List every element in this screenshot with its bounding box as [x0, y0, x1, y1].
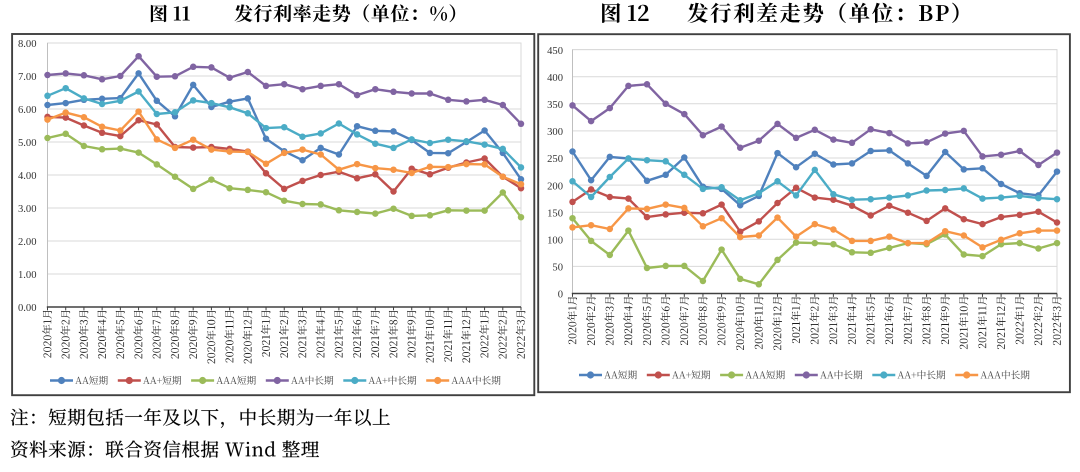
svg-text:7.00: 7.00 [18, 72, 37, 83]
svg-text:2.00: 2.00 [18, 237, 37, 248]
svg-text:6.00: 6.00 [18, 105, 37, 116]
svg-text:50: 50 [552, 263, 563, 274]
svg-text:4.00: 4.00 [18, 171, 37, 182]
svg-text:0: 0 [558, 290, 563, 301]
svg-text:8.00: 8.00 [18, 39, 37, 50]
svg-text:200: 200 [547, 181, 563, 192]
svg-text:450: 450 [547, 46, 563, 57]
svg-text:0.00: 0.00 [18, 303, 37, 314]
svg-text:350: 350 [547, 100, 563, 111]
svg-text:100: 100 [547, 236, 563, 247]
svg-text:3.00: 3.00 [18, 204, 37, 215]
svg-text:400: 400 [547, 73, 563, 84]
svg-text:5.00: 5.00 [18, 138, 37, 149]
svg-text:1.00: 1.00 [18, 270, 37, 281]
svg-text:150: 150 [547, 208, 563, 219]
svg-text:250: 250 [547, 154, 563, 165]
svg-text:300: 300 [547, 127, 563, 138]
